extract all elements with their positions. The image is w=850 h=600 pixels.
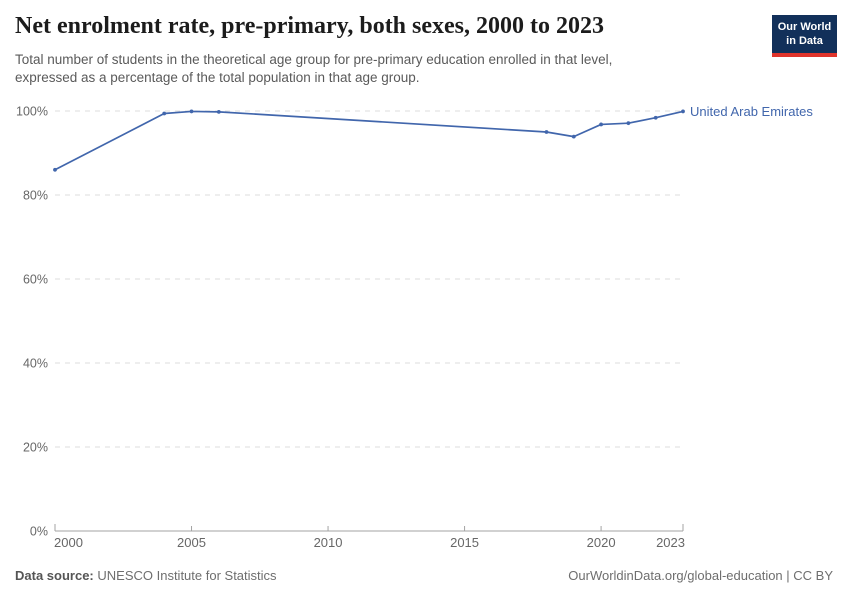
y-tick-label-80: 80%	[23, 189, 48, 203]
y-tick-label-0: 0%	[30, 525, 48, 539]
data-point-2022[interactable]	[653, 115, 658, 120]
x-tick-label-2010: 2010	[314, 535, 343, 550]
owid-logo-line1: Our World	[777, 21, 832, 33]
owid-citation-link[interactable]: OurWorldinData.org/global-education | CC…	[568, 568, 833, 583]
data-point-2020[interactable]	[599, 122, 603, 127]
line-chart: 0% 20% 40% 60% 80% 100% 2000 2005 2010 2015 2020 20…	[16, 104, 813, 550]
data-point-2005[interactable]	[189, 109, 194, 114]
data-point-2023[interactable]	[681, 109, 685, 114]
data-point-2019[interactable]	[571, 134, 576, 139]
owid-logo[interactable]: Our World in Data	[772, 15, 837, 57]
owid-logo-red-bar	[772, 52, 837, 57]
chart-title: Net enrolment rate, pre-primary, both se…	[15, 13, 605, 39]
data-point-2006[interactable]	[216, 109, 221, 114]
data-source-label: Data source:	[15, 568, 94, 583]
data-source: Data source: UNESCO Institute for Statis…	[15, 568, 277, 583]
owid-logo-text: Our World in Data	[772, 15, 837, 53]
x-tick-label-2000: 2000	[54, 535, 83, 550]
x-tick-label-2020: 2020	[587, 535, 616, 550]
data-point-2004[interactable]	[162, 111, 167, 116]
y-tick-label-40: 40%	[23, 357, 48, 371]
y-tick-label-60: 60%	[23, 273, 48, 287]
chart-subtitle: Total number of students in the theoreti…	[15, 52, 613, 86]
x-tick-label-2005: 2005	[177, 535, 206, 550]
x-tick-label-2015: 2015	[450, 535, 479, 550]
y-tick-label-20: 20%	[23, 441, 48, 455]
owid-logo-line2: in Data	[786, 35, 823, 48]
x-tick-label-2023: 2023	[656, 535, 685, 550]
y-tick-label-100: 100%	[16, 105, 48, 119]
data-source-value: UNESCO Institute for Statistics	[97, 568, 277, 583]
data-point-2021[interactable]	[626, 121, 631, 126]
entity-label[interactable]: United Arab Emirates	[690, 104, 813, 119]
data-point-2018[interactable]	[544, 130, 549, 134]
trend-line[interactable]	[54, 110, 684, 171]
data-point-2000[interactable]	[53, 167, 57, 172]
